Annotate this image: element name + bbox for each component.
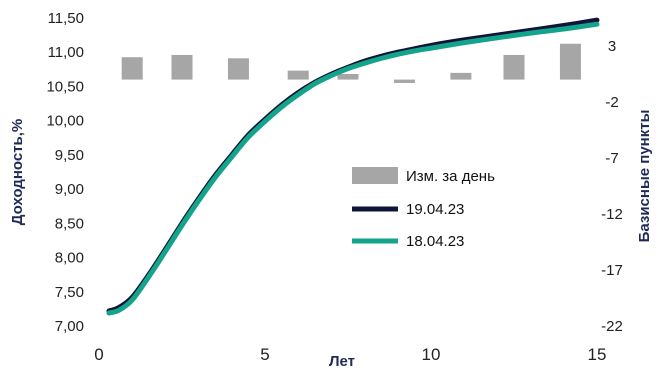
right-axis-ticks: 3 -2 -7 -12 -17 -22 bbox=[601, 38, 623, 335]
bar bbox=[227, 58, 249, 80]
right-tick-label: 3 bbox=[608, 38, 616, 55]
right-tick-label: -2 bbox=[605, 94, 618, 111]
right-tick-label: -22 bbox=[601, 318, 623, 335]
legend-label-line-2: 18.04.23 bbox=[406, 233, 464, 250]
bar bbox=[559, 43, 581, 80]
left-tick-label: 10,50 bbox=[46, 78, 84, 95]
lines-group bbox=[106, 17, 600, 316]
left-tick-label: 11,00 bbox=[48, 44, 84, 61]
left-tick-label: 7,50 bbox=[55, 284, 84, 301]
bar bbox=[337, 74, 359, 80]
legend-swatch-bars bbox=[352, 167, 398, 184]
right-tick-label: -12 bbox=[601, 206, 623, 223]
bar bbox=[121, 57, 143, 80]
left-axis-title: Доходность,% bbox=[9, 119, 26, 226]
x-axis-ticks: 0 5 10 15 bbox=[94, 345, 606, 364]
series-line-2 bbox=[106, 21, 600, 316]
legend-label-line-1: 19.04.23 bbox=[406, 201, 464, 218]
legend: Изм. за день 19.04.23 18.04.23 bbox=[352, 167, 495, 250]
left-tick-label: 7,00 bbox=[55, 318, 84, 335]
x-tick-label: 15 bbox=[588, 345, 607, 364]
bar bbox=[393, 79, 415, 83]
x-tick-label: 0 bbox=[94, 345, 103, 364]
bar bbox=[503, 54, 525, 80]
right-axis-title: Базисные пункты bbox=[636, 110, 653, 243]
left-tick-label: 10,00 bbox=[46, 113, 84, 130]
bars-group bbox=[121, 43, 581, 83]
left-tick-label: 9,50 bbox=[55, 147, 84, 164]
left-tick-label: 9,00 bbox=[55, 181, 84, 198]
left-tick-label: 8,50 bbox=[55, 215, 84, 232]
bar bbox=[287, 70, 309, 80]
bar bbox=[171, 54, 193, 80]
left-tick-label: 8,00 bbox=[55, 250, 84, 267]
legend-label-bars: Изм. за день bbox=[406, 168, 495, 185]
left-axis-ticks: 7,00 7,50 8,00 8,50 9,00 9,50 10,00 10,50 11,00 1… bbox=[46, 10, 84, 335]
right-tick-label: -17 bbox=[601, 262, 623, 279]
x-axis-title: Лет bbox=[329, 353, 355, 370]
right-tick-label: -7 bbox=[605, 150, 618, 167]
x-tick-label: 10 bbox=[422, 345, 441, 364]
x-tick-label: 5 bbox=[260, 345, 269, 364]
left-tick-label: 11,50 bbox=[48, 10, 84, 27]
bar bbox=[450, 72, 472, 80]
